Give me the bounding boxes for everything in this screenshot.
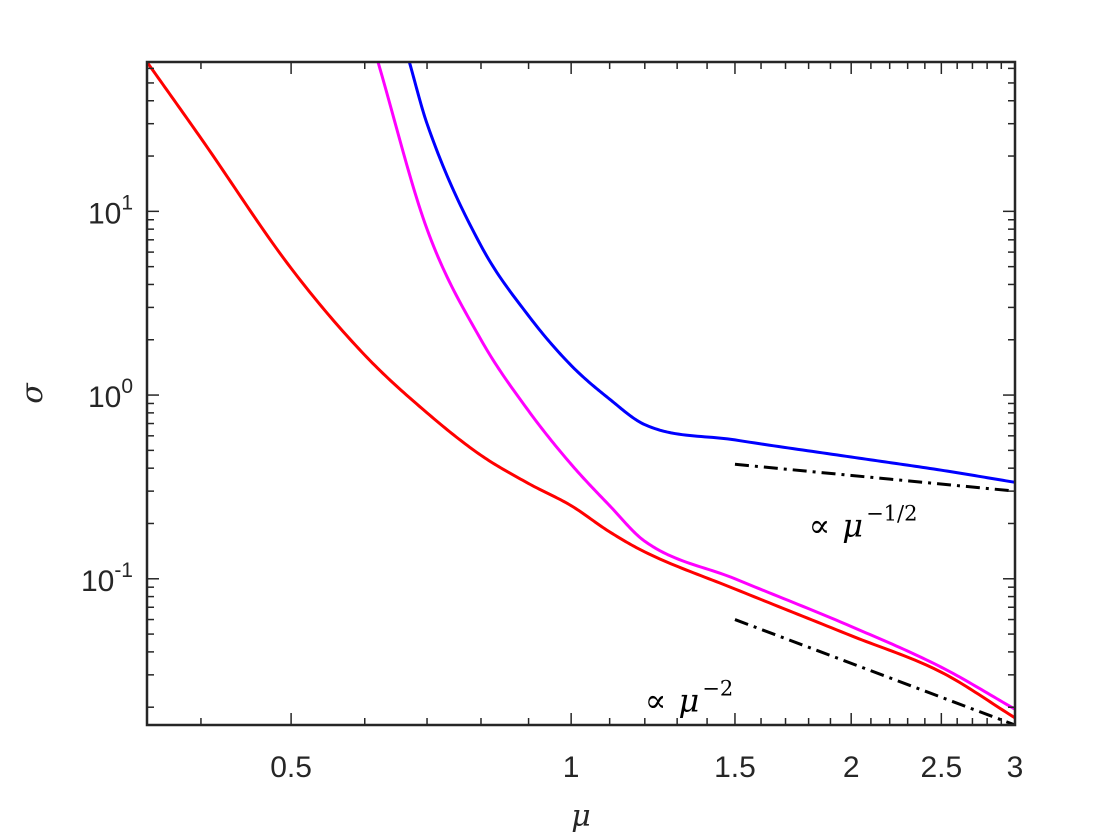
annotation-variable: μ [678,681,699,719]
x-tick-label: 1 [563,751,580,784]
annotation-variable: μ [842,506,863,544]
y-tick-label: 100 [88,375,133,414]
annotation-exponent: −2 [702,676,733,700]
reference-line-4 [734,462,1015,493]
y-tick-base: 10 [88,197,121,230]
proportional-symbol: ∝ [809,506,831,544]
x-tick-label: 1.5 [714,751,756,784]
tick-marks [147,62,1016,725]
y-tick-label: 10-1 [81,559,133,598]
x-tick-label: 0.5 [270,751,312,784]
y-axis-label: σ [15,382,50,404]
y-tick-exponent: 1 [121,191,133,214]
y-tick-label: 101 [88,191,133,230]
x-tick-label: 2 [843,751,860,784]
proportionality-annotation: ∝ μ −2 [645,676,733,719]
reference-line-5 [734,618,1015,725]
y-tick-exponent: 0 [121,375,133,398]
axes-box [145,60,1017,727]
series-line-1 [147,62,1015,720]
proportionality-annotation: ∝ μ −1/2 [809,501,918,544]
x-tick-label: 3 [1007,751,1024,784]
y-tick-base: 10 [88,381,121,414]
y-tick-exponent: -1 [114,559,133,582]
series-line-3 [407,62,1015,484]
series-layer [147,62,1015,725]
y-tick-base: 10 [81,565,114,598]
x-axis-label: μ [571,799,591,834]
annotations: ∝ μ −1/2∝ μ −2 [645,501,918,719]
series-line-2 [376,62,1015,711]
x-tick-label: 2.5 [920,751,962,784]
annotation-exponent: −1/2 [866,501,917,525]
proportional-symbol: ∝ [645,681,667,719]
plot-area [147,62,1015,725]
